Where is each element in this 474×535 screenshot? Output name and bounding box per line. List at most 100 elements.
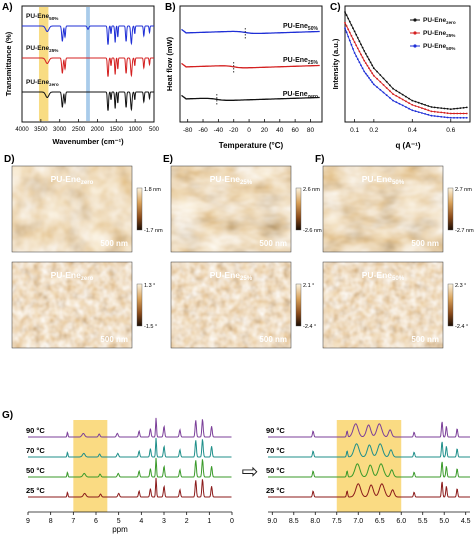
x-tick-label: 40 <box>276 127 284 134</box>
scale-bar-label: 500 nm <box>100 335 128 344</box>
afm-sample-title: PU-Ene25% <box>210 270 253 282</box>
temperature-label: 25 °C <box>266 486 285 495</box>
x-tick-label: 0.1 <box>350 127 359 134</box>
afm-image-border <box>322 165 444 253</box>
x-tick-label: 3 <box>162 518 166 525</box>
colorbar-min-label: -2.4 ° <box>303 324 316 330</box>
temperature-label: 90 °C <box>266 426 285 435</box>
dsc-series-line <box>181 62 320 69</box>
nmr-spectrum-line <box>28 437 232 458</box>
temperature-label: 50 °C <box>26 466 45 475</box>
x-tick-label: 500 <box>149 127 160 133</box>
arrow-right-icon: ⇨ <box>242 461 259 483</box>
x-tick-label: 9 <box>26 518 30 525</box>
x-tick-label: 9.0 <box>267 518 277 525</box>
saxs-series-line <box>344 22 467 114</box>
nmr-highlight-band <box>73 420 108 512</box>
colorbar-max-label: 2.6 nm <box>303 187 320 193</box>
temperature-label: 25 °C <box>26 486 45 495</box>
afm-image-border <box>170 165 292 253</box>
afm-sample-title: PU-Enezero <box>51 270 94 282</box>
afm-sample-title: PU-Enezero <box>51 174 94 186</box>
legend-marker <box>413 31 417 35</box>
x-tick-label: 4.5 <box>461 518 471 525</box>
colorbar-max-label: 2.3 ° <box>455 283 466 289</box>
x-tick-label: 4000 <box>15 127 29 133</box>
colorbar-min-label: -2.4 ° <box>455 324 468 330</box>
panel-b-frame <box>179 5 323 123</box>
afm-image-panel: PU-Enezero 500 nm 1.3 ° -1.5 ° <box>11 261 157 349</box>
afm-panels: D) PU-Enezero 500 nm 1.8 nm -1.7 nm E) PU-Ene2… <box>4 154 474 349</box>
x-tick-label: 6.5 <box>375 518 385 525</box>
panel-a-ftir: A) PU-Ene50% PU-Ene25% PU-Enezero 4000 3500… <box>2 2 160 146</box>
ftir-series-line <box>22 91 154 112</box>
colorbar <box>136 283 143 327</box>
panel-a-xlabel: Wavenumber (cm⁻¹) <box>52 137 124 146</box>
afm-sample-title: PU-Ene25% <box>210 174 253 186</box>
temperature-label: 90 °C <box>26 426 45 435</box>
x-tick-label: 0.6 <box>446 127 455 134</box>
panel-g-nmr: G) 90 °C 70 °C 50 °C 25 °C 9 8 7 6 5 4 3 2 1 0 90 °C 7… <box>2 410 471 534</box>
x-tick-label: 4 <box>139 518 143 525</box>
ftir-series-line <box>22 25 154 46</box>
afm-sample-title: PU-Ene50% <box>362 270 405 282</box>
colorbar-min-label: -1.5 ° <box>144 324 157 330</box>
afm-image-border <box>11 261 133 349</box>
x-tick-label: 80 <box>307 127 315 134</box>
ftir-series-label: PU-Enezero <box>26 79 59 87</box>
afm-image-border <box>170 261 292 349</box>
nmr-spectrum-line <box>28 457 232 478</box>
x-tick-label: 1000 <box>128 127 142 133</box>
panel-b-letter: B) <box>165 2 176 13</box>
x-tick-label: 1500 <box>110 127 124 133</box>
afm-image-panel: PU-Ene50% 500 nm 2.3 ° -2.4 ° <box>322 261 468 349</box>
x-tick-label: 6.0 <box>396 518 406 525</box>
x-tick-label: 7.5 <box>332 518 342 525</box>
scale-bar-label: 500 nm <box>411 239 439 248</box>
x-tick-label: 5.0 <box>439 518 449 525</box>
ftir-highlight-band <box>86 7 90 121</box>
temperature-label: 50 °C <box>266 466 285 475</box>
afm-panel-letter: F) <box>315 154 324 165</box>
colorbar <box>295 187 302 231</box>
x-tick-label: 8 <box>49 518 53 525</box>
panel-a-ylabel: Transmittance (%) <box>4 31 13 96</box>
x-tick-label: 6 <box>94 518 98 525</box>
afm-image <box>171 166 291 252</box>
ftir-series-label: PU-Ene50% <box>26 13 59 21</box>
x-tick-label: -60 <box>198 127 208 134</box>
colorbar-max-label: 1.3 ° <box>144 283 155 289</box>
nmr-spectrum-line <box>268 421 470 438</box>
nmr-spectrum-line <box>28 477 232 498</box>
scale-bar-label: 500 nm <box>100 239 128 248</box>
afm-panel-letter: E) <box>163 154 173 165</box>
dsc-series-label: PU-Enezero <box>283 91 318 100</box>
afm-image <box>323 262 443 348</box>
afm-image-panel: F) PU-Ene50% 500 nm 2.7 nm -2.7 nm <box>315 154 474 253</box>
colorbar <box>295 283 302 327</box>
nmr-spectrum-line <box>268 461 470 478</box>
dsc-series-line <box>181 28 320 35</box>
panel-b-ylabel: Heat flow (mW) <box>165 36 174 91</box>
dsc-series-label: PU-Ene25% <box>283 57 319 66</box>
x-tick-label: -40 <box>214 127 224 134</box>
panel-c-xlabel: q (A⁻¹) <box>395 141 420 150</box>
x-tick-label: -80 <box>183 127 193 134</box>
afm-sample-title: PU-Ene50% <box>362 174 405 186</box>
afm-image <box>171 262 291 348</box>
scale-bar-label: 500 nm <box>259 239 287 248</box>
panel-g-letter: G) <box>2 410 13 421</box>
legend-label: PU-Ene50% <box>423 43 456 51</box>
legend-label: PU-Enezero <box>423 17 456 25</box>
afm-image-panel: D) PU-Enezero 500 nm 1.8 nm -1.7 nm <box>4 154 163 253</box>
x-tick-label: 2 <box>185 518 189 525</box>
panel-c-ylabel: Intensity (a.u.) <box>331 38 340 89</box>
x-tick-label: 5 <box>117 518 121 525</box>
nmr-spectrum-line <box>28 417 232 438</box>
legend-marker <box>413 44 417 48</box>
afm-image <box>12 166 132 252</box>
dsc-series-line <box>181 94 320 101</box>
afm-image-border <box>322 261 444 349</box>
